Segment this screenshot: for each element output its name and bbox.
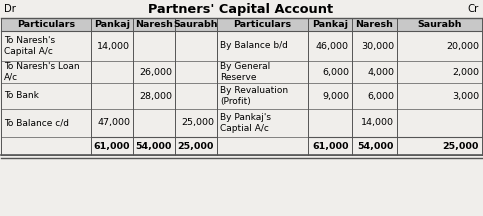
Text: 4,000: 4,000 xyxy=(367,67,394,76)
Text: 46,000: 46,000 xyxy=(316,41,349,51)
Text: 30,000: 30,000 xyxy=(361,41,394,51)
Text: 28,000: 28,000 xyxy=(139,92,172,100)
Text: 47,000: 47,000 xyxy=(97,119,130,127)
Text: 61,000: 61,000 xyxy=(94,141,130,151)
Text: To Naresh's
Capital A/c: To Naresh's Capital A/c xyxy=(4,36,55,56)
Text: Particulars: Particulars xyxy=(233,20,292,29)
Text: By Pankaj's
Captial A/c: By Pankaj's Captial A/c xyxy=(220,113,271,133)
Text: 2,000: 2,000 xyxy=(452,67,479,76)
Text: 26,000: 26,000 xyxy=(139,67,172,76)
Text: 9,000: 9,000 xyxy=(322,92,349,100)
Text: 54,000: 54,000 xyxy=(357,141,394,151)
Text: By General
Reserve: By General Reserve xyxy=(220,62,270,82)
Text: 25,000: 25,000 xyxy=(442,141,479,151)
Text: 14,000: 14,000 xyxy=(97,41,130,51)
Text: Cr: Cr xyxy=(468,4,479,14)
Text: Pankaj: Pankaj xyxy=(312,20,348,29)
Text: Pankaj: Pankaj xyxy=(94,20,130,29)
Text: 25,000: 25,000 xyxy=(178,141,214,151)
Text: Particulars: Particulars xyxy=(17,20,75,29)
Text: 20,000: 20,000 xyxy=(446,41,479,51)
Text: Naresh: Naresh xyxy=(135,20,173,29)
Text: 6,000: 6,000 xyxy=(322,67,349,76)
Text: To Balance c/d: To Balance c/d xyxy=(4,119,69,127)
Bar xyxy=(1,18,482,31)
Text: Saurabh: Saurabh xyxy=(174,20,218,29)
Text: To Naresh's Loan
A/c: To Naresh's Loan A/c xyxy=(4,62,80,82)
Text: 3,000: 3,000 xyxy=(452,92,479,100)
Text: Partners' Capital Account: Partners' Capital Account xyxy=(148,3,334,16)
Text: Naresh: Naresh xyxy=(355,20,394,29)
Text: To Bank: To Bank xyxy=(4,92,39,100)
Text: 61,000: 61,000 xyxy=(313,141,349,151)
Text: By Balance b/d: By Balance b/d xyxy=(220,41,288,51)
Bar xyxy=(1,31,482,155)
Text: 14,000: 14,000 xyxy=(361,119,394,127)
Text: 54,000: 54,000 xyxy=(136,141,172,151)
Text: Saurabh: Saurabh xyxy=(417,20,462,29)
Text: Dr: Dr xyxy=(4,4,16,14)
Text: By Revaluation
(Profit): By Revaluation (Profit) xyxy=(220,86,288,106)
Text: 6,000: 6,000 xyxy=(367,92,394,100)
Text: 25,000: 25,000 xyxy=(181,119,214,127)
